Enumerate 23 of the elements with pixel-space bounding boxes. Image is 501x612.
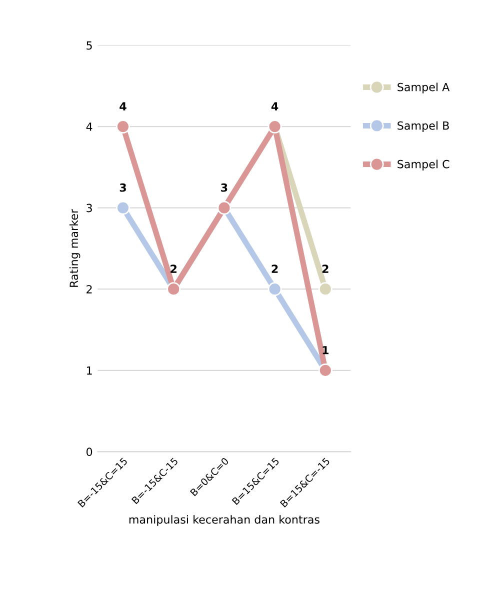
x-axis-title: manipulasi kecerahan dan kontras (129, 515, 320, 526)
data-label: 2 (322, 264, 328, 273)
data-label: 4 (271, 102, 278, 110)
point (318, 282, 332, 296)
y-tick-label: 3 (86, 204, 92, 212)
legend-label: Sampel B (398, 121, 449, 132)
point (116, 200, 130, 215)
y-tick-label: 4 (86, 122, 92, 131)
data-label: 3 (221, 183, 228, 192)
legend-label: Sampel A (398, 82, 450, 94)
legend-label: Sampel C (398, 160, 450, 170)
y-tick-label: 1 (86, 366, 92, 375)
point (116, 120, 130, 134)
data-label: 4 (120, 102, 126, 110)
data-label: 2 (170, 264, 176, 273)
y-tick-label: 2 (86, 285, 92, 294)
y-tick-label: 0 (86, 448, 92, 456)
point (268, 282, 282, 296)
data-label: 3 (120, 183, 126, 192)
y-tick-label: 5 (86, 41, 92, 50)
data-label: 2 (272, 264, 278, 273)
y-axis-title: Rating marker (69, 208, 80, 287)
data-label: 1 (322, 346, 328, 354)
